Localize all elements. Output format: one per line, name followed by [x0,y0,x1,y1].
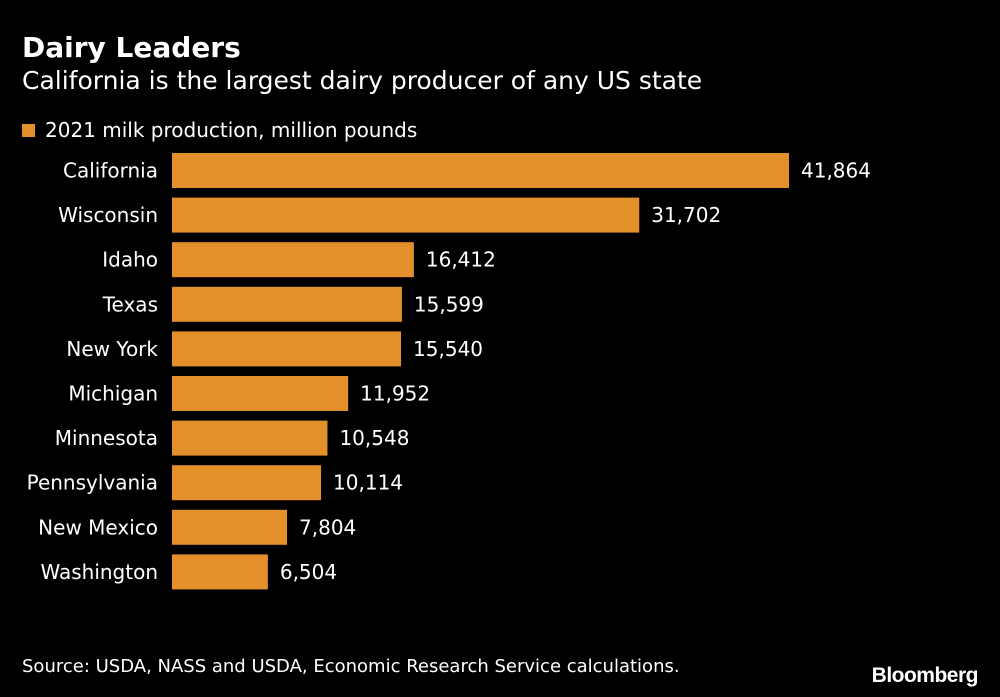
category-label: Michigan [68,382,158,406]
value-label: 41,864 [801,159,871,183]
value-label: 7,804 [299,515,356,539]
legend-swatch [22,123,35,137]
bar-idaho [172,242,414,278]
value-label: 10,114 [333,471,403,495]
value-label: 6,504 [280,560,337,584]
brand-logo: Bloomberg [871,664,979,687]
bar-washington [172,554,268,590]
bar-texas [172,286,402,322]
value-label: 15,540 [413,337,483,361]
chart-title: Dairy Leaders [22,31,241,64]
category-label: Pennsylvania [27,471,158,495]
bar-new-york [172,331,402,367]
source-note: Source: USDA, NASS and USDA, Economic Re… [22,656,680,677]
category-label: Washington [40,560,158,584]
legend-label: 2021 milk production, million pounds [45,118,418,142]
category-label: Texas [102,292,158,316]
bar-new-mexico [172,509,288,545]
bar-california [172,153,789,188]
bar-pennsylvania [172,465,322,501]
category-label: California [63,159,158,183]
bar-wisconsin [172,197,640,233]
value-label: 10,548 [339,426,409,450]
category-label: Idaho [102,248,158,272]
category-label: Minnesota [55,426,158,450]
category-label: Wisconsin [58,203,158,227]
value-label: 11,952 [360,382,430,406]
category-label: New York [66,337,158,361]
category-label: New Mexico [38,515,158,539]
bar-minnesota [172,420,328,456]
bar-michigan [172,376,349,411]
value-label: 15,599 [414,292,484,316]
value-label: 16,412 [426,248,496,272]
legend: 2021 milk production, million pounds [22,116,417,144]
value-label: 31,702 [651,203,721,227]
chart-subtitle: California is the largest dairy producer… [22,66,703,95]
